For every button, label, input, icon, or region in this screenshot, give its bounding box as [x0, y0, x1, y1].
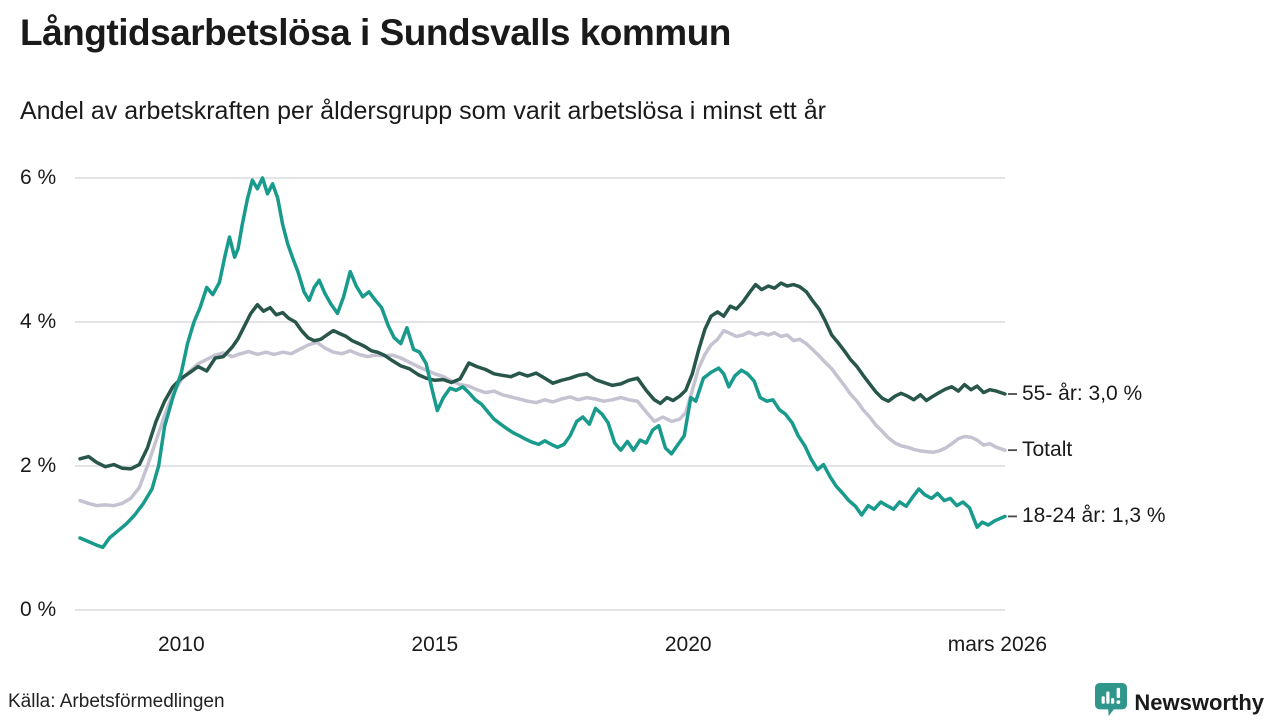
x-tick-label: 2015 — [411, 633, 459, 656]
x-tick-label: 2020 — [664, 633, 712, 656]
series-line-55-r — [78, 281, 1007, 471]
series-end-label: 55- år: 3,0 % — [1022, 382, 1143, 405]
y-tick-label: 2 % — [20, 454, 57, 477]
y-tick-label: 6 % — [20, 166, 57, 189]
page-title: Långtidsarbetslösa i Sundsvalls kommun — [20, 12, 731, 53]
newsworthy-icon — [1095, 682, 1128, 720]
x-tick-label: 2010 — [158, 633, 205, 656]
series-end-label: 18-24 år: 1,3 % — [1022, 504, 1166, 528]
series-line-totalt — [78, 328, 1007, 508]
series-line-18-24-r — [78, 176, 1007, 550]
y-tick-label: 4 % — [20, 310, 57, 333]
y-tick-label: 0 % — [20, 598, 57, 621]
x-tick-label: mars 2026 — [947, 633, 1047, 656]
brand-name: Newsworthy — [1134, 689, 1264, 715]
brand-logo: Newsworthy — [1095, 682, 1264, 720]
page-subtitle: Andel av arbetskraften per åldersgrupp s… — [20, 97, 826, 125]
series-end-label: Totalt — [1022, 438, 1073, 462]
source-note: Källa: Arbetsförmedlingen — [8, 691, 225, 712]
